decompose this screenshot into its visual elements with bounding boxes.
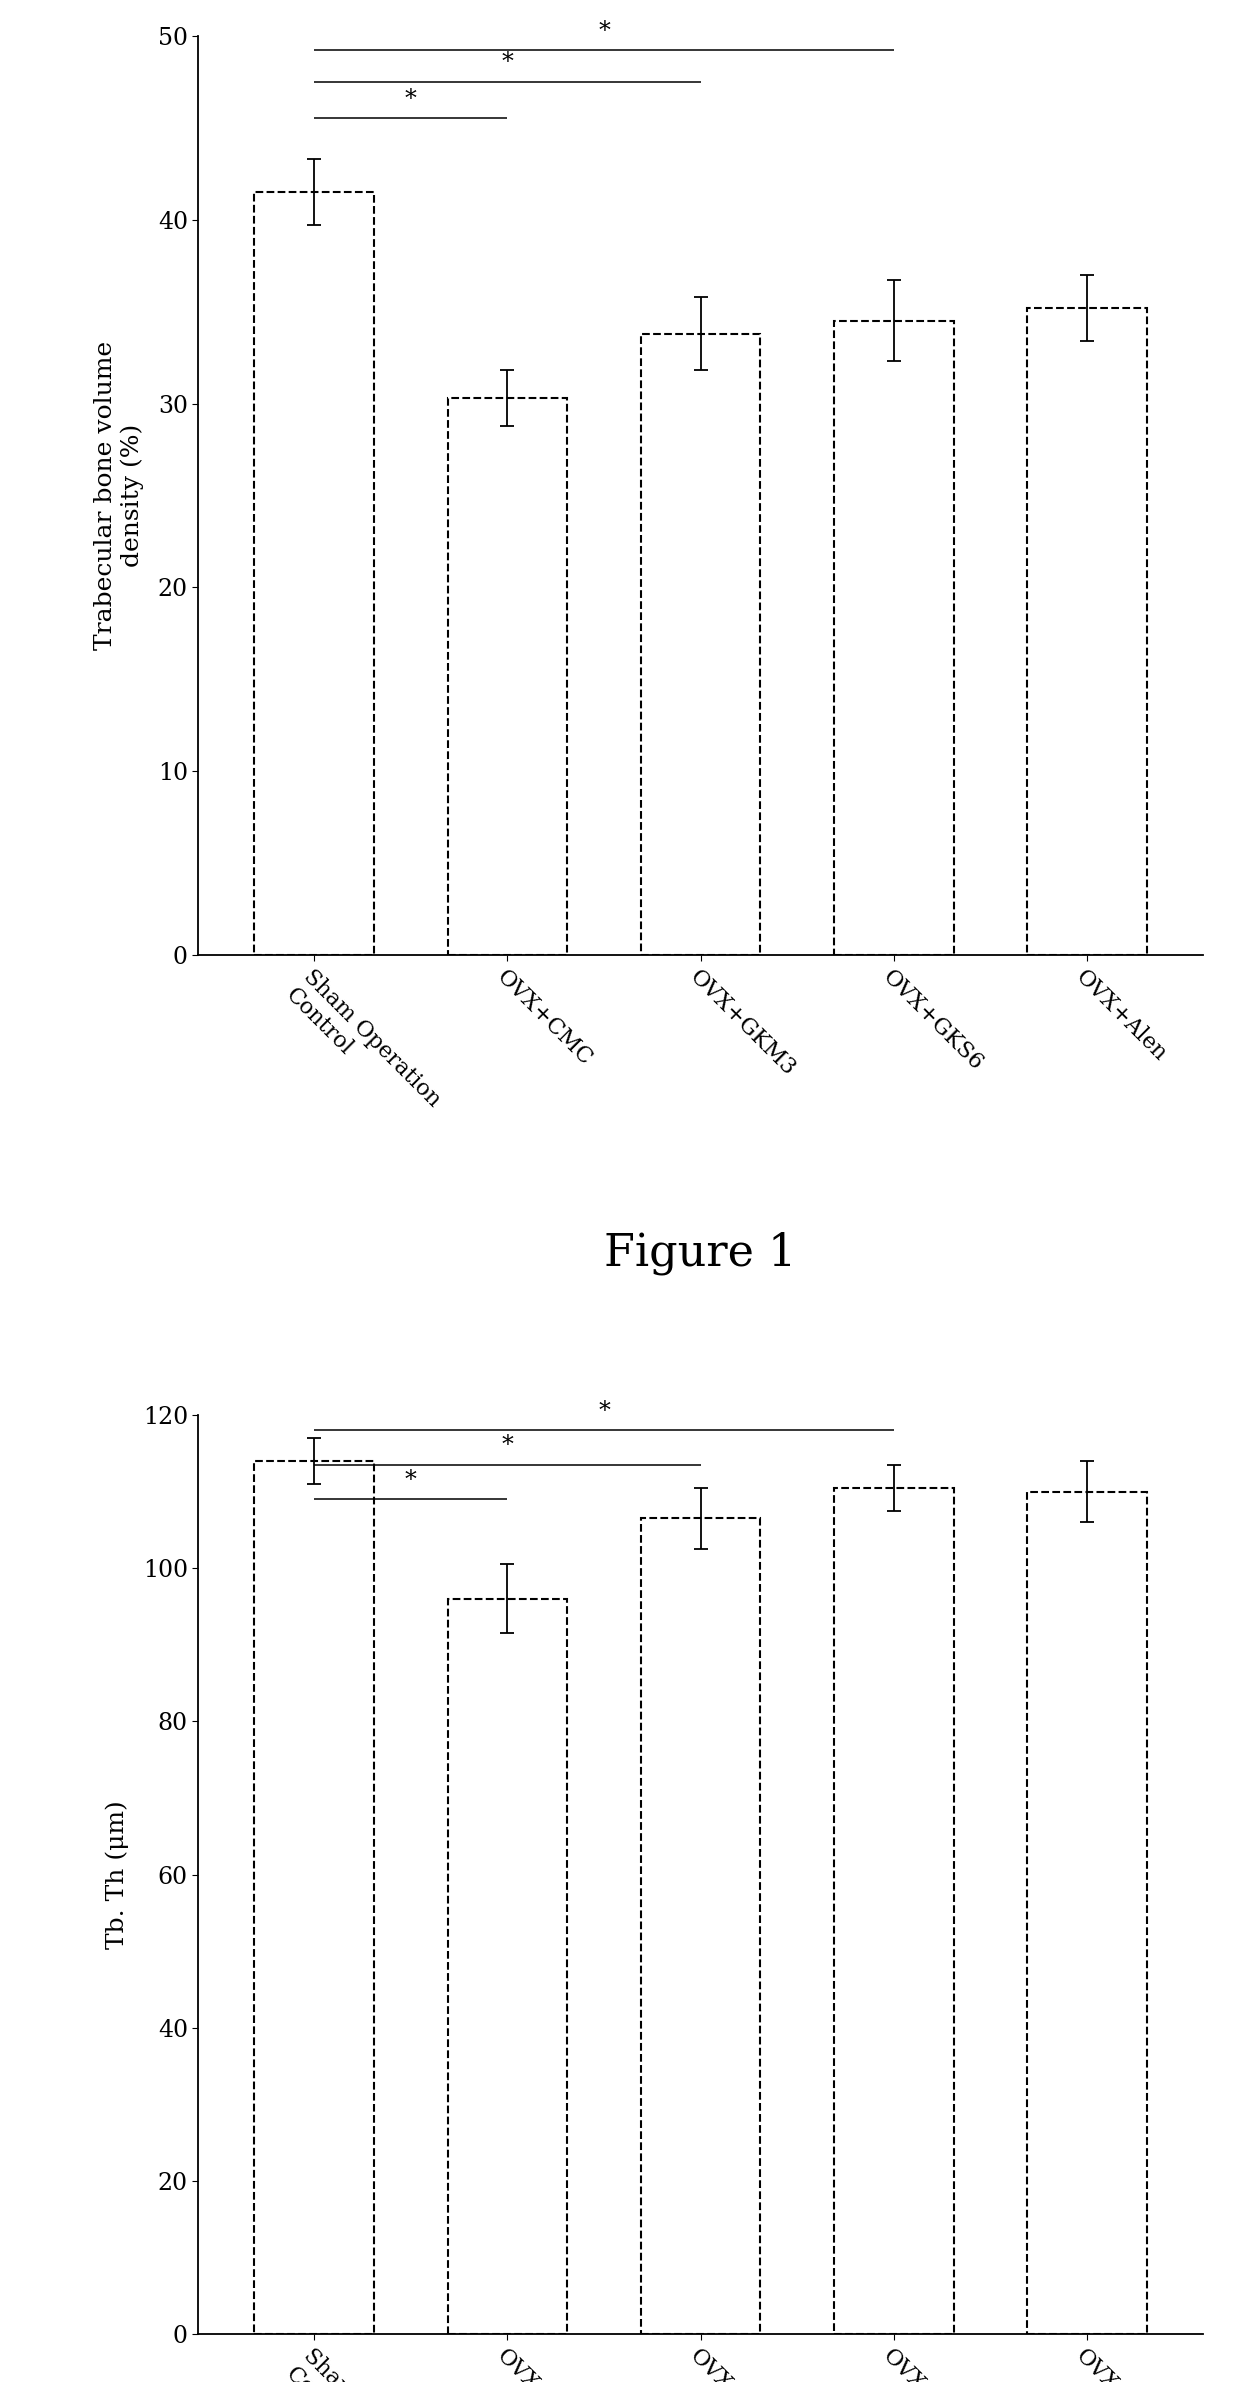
Bar — [448, 1598, 568, 2334]
Bar — [833, 1489, 954, 2334]
Bar — [254, 1460, 374, 2334]
Text: *: * — [405, 1470, 417, 1491]
Bar — [448, 398, 568, 955]
Text: *: * — [598, 19, 610, 43]
Bar — [254, 193, 374, 955]
Text: *: * — [405, 88, 417, 112]
Text: *: * — [501, 52, 513, 74]
Y-axis label: Trabecular bone volume
density (%): Trabecular bone volume density (%) — [94, 341, 144, 650]
Bar — [1027, 307, 1147, 955]
Bar — [641, 333, 760, 955]
Text: *: * — [598, 1401, 610, 1422]
Y-axis label: Tb. Th (μm): Tb. Th (μm) — [105, 1801, 129, 1948]
Text: *: * — [501, 1434, 513, 1458]
Bar — [1027, 1491, 1147, 2334]
Bar — [641, 1517, 760, 2334]
Text: Figure 1: Figure 1 — [604, 1231, 797, 1274]
Bar — [833, 322, 954, 955]
